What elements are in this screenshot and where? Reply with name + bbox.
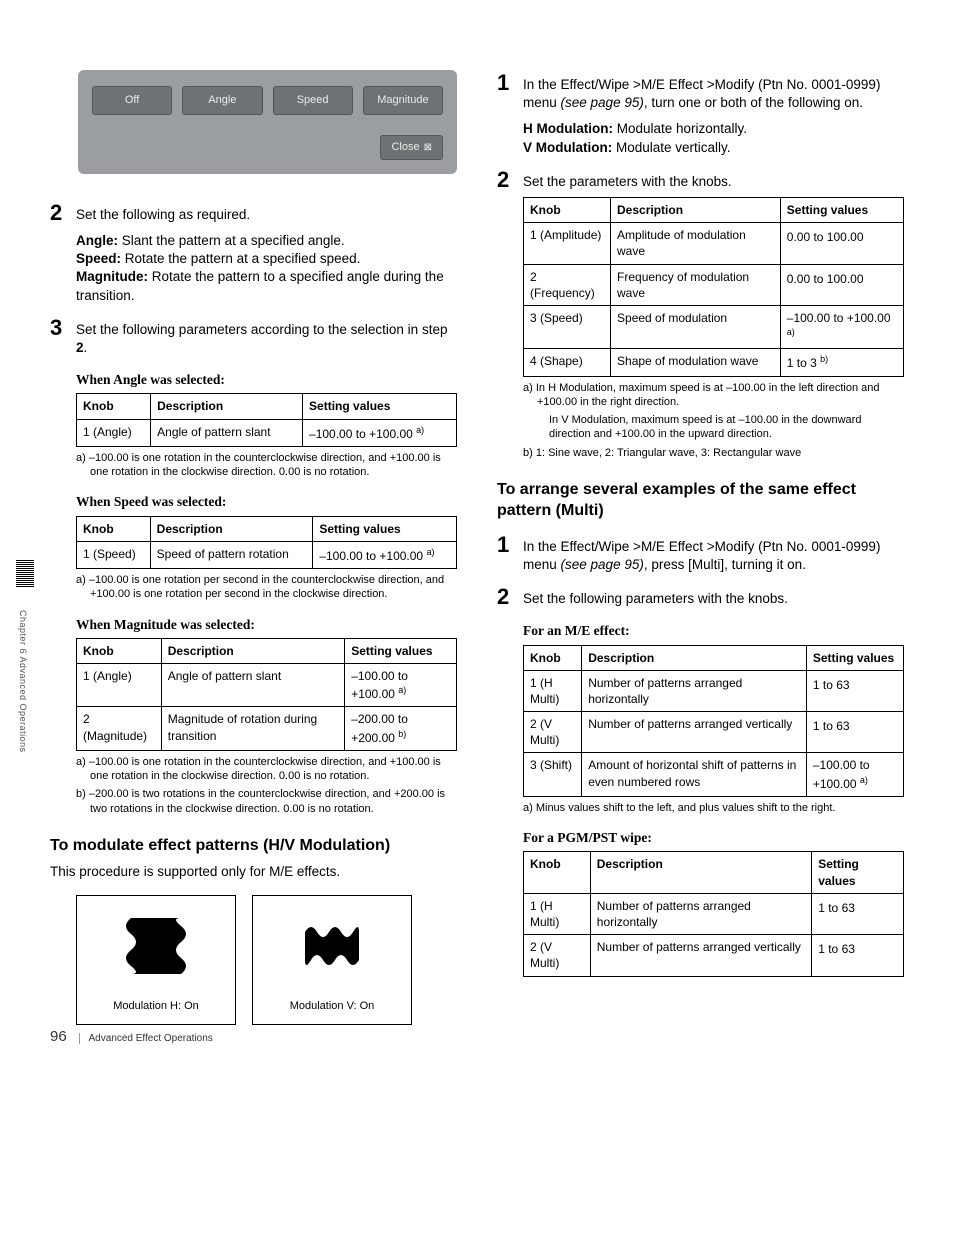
modulation-h-icon	[121, 914, 191, 978]
diagram-h: Modulation H: On	[76, 895, 236, 1025]
ui-button-angle[interactable]: Angle	[182, 86, 262, 115]
footnote: a) Minus values shift to the left, and p…	[523, 801, 904, 815]
page-number: 96	[50, 1028, 67, 1045]
table-row: 1 (Angle) Angle of pattern slant –100.00…	[77, 419, 457, 446]
table-row: 2 (V Multi)Number of patterns arranged v…	[524, 712, 904, 753]
page-footer: 96 Advanced Effect Operations	[50, 1028, 213, 1045]
footnote: b) 1: Sine wave, 2: Triangular wave, 3: …	[523, 446, 904, 460]
table-row: 1 (Speed) Speed of pattern rotation –100…	[77, 541, 457, 568]
multi-step-1: 1 In the Effect/Wipe >M/E Effect >Modify…	[497, 534, 904, 574]
diagram-h-caption: Modulation H: On	[113, 999, 199, 1018]
table-header: Knob	[77, 394, 151, 419]
magnitude-table: Knob Description Setting values 1 (Angle…	[76, 638, 457, 751]
table-row: 3 (Speed)Speed of modulation–100.00 to +…	[524, 306, 904, 349]
me-effect-table: Knob Description Setting values 1 (H Mul…	[523, 645, 904, 797]
ui-button-magnitude[interactable]: Magnitude	[363, 86, 443, 115]
close-label: Close	[391, 140, 419, 155]
pgm-table: Knob Description Setting values 1 (H Mul…	[523, 851, 904, 976]
right-step-2: 2 Set the parameters with the knobs.	[497, 169, 904, 191]
table-row: 2 (Frequency)Frequency of modulation wav…	[524, 264, 904, 305]
ui-button-speed[interactable]: Speed	[273, 86, 353, 115]
table-row: 1 (H Multi)Number of patterns arranged h…	[524, 670, 904, 711]
step-number: 3	[50, 317, 76, 357]
modulation-table: Knob Description Setting values 1 (Ampli…	[523, 197, 904, 377]
ui-button-off[interactable]: Off	[92, 86, 172, 115]
right-step-1-text: In the Effect/Wipe >M/E Effect >Modify (…	[523, 72, 904, 112]
step-number: 1	[497, 534, 523, 574]
left-column: Off Angle Speed Magnitude Close ⊠ 2 Set …	[50, 60, 457, 1033]
sidebar-marks	[16, 560, 34, 588]
footnote: a) –100.00 is one rotation in the counte…	[76, 451, 457, 480]
footer-title: Advanced Effect Operations	[79, 1033, 212, 1044]
right-step-1-items: H Modulation: Modulate horizontally. V M…	[523, 120, 904, 156]
close-icon: ⊠	[424, 141, 432, 155]
footnote: a) –100.00 is one rotation per second in…	[76, 573, 457, 602]
table-header: Setting values	[303, 394, 457, 419]
table-row: 3 (Shift)Amount of horizontal shift of p…	[524, 753, 904, 796]
diagram-row: Modulation H: On Modulation V: On	[76, 895, 457, 1025]
table-row: 2 (V Multi)Number of patterns arranged v…	[524, 935, 904, 976]
speed-heading: When Speed was selected:	[76, 493, 457, 511]
footnote: b) –200.00 is two rotations in the count…	[76, 787, 457, 816]
me-effect-heading: For an M/E effect:	[523, 622, 904, 640]
footnote: a) In H Modulation, maximum speed is at …	[523, 381, 904, 410]
angle-table: Knob Description Setting values 1 (Angle…	[76, 393, 457, 446]
step-number: 2	[497, 169, 523, 191]
diagram-v: Modulation V: On	[252, 895, 412, 1025]
right-step-2-text: Set the parameters with the knobs.	[523, 169, 904, 191]
page: Chapter 6 Advanced Operations Off Angle …	[0, 0, 954, 1073]
step-3: 3 Set the following parameters according…	[50, 317, 457, 357]
step-2: 2 Set the following as required.	[50, 202, 457, 224]
table-row: 1 (Amplitude)Amplitude of modulation wav…	[524, 223, 904, 264]
magnitude-heading: When Magnitude was selected:	[76, 616, 457, 634]
step-number: 2	[497, 586, 523, 608]
table-header: Description	[151, 394, 303, 419]
angle-heading: When Angle was selected:	[76, 371, 457, 389]
pgm-heading: For a PGM/PST wipe:	[523, 829, 904, 847]
diagram-v-caption: Modulation V: On	[290, 999, 375, 1018]
modulation-v-icon	[297, 914, 367, 978]
table-row: 2 (Magnitude) Magnitude of rotation duri…	[77, 707, 457, 750]
right-column: 1 In the Effect/Wipe >M/E Effect >Modify…	[497, 60, 904, 1033]
speed-table: Knob Description Setting values 1 (Speed…	[76, 516, 457, 569]
multi-step-1-text: In the Effect/Wipe >M/E Effect >Modify (…	[523, 534, 904, 574]
step-3-text: Set the following parameters according t…	[76, 317, 457, 357]
multi-heading: To arrange several examples of the same …	[497, 480, 904, 522]
sidebar-chapter-label: Chapter 6 Advanced Operations	[18, 610, 28, 753]
modulate-text: This procedure is supported only for M/E…	[50, 863, 457, 881]
footnote: In V Modulation, maximum speed is at –10…	[523, 413, 904, 442]
ui-panel: Off Angle Speed Magnitude Close ⊠	[78, 70, 457, 174]
multi-step-2: 2 Set the following parameters with the …	[497, 586, 904, 608]
step-2-items: Angle: Slant the pattern at a specified …	[76, 232, 457, 305]
step-number: 2	[50, 202, 76, 224]
right-step-1: 1 In the Effect/Wipe >M/E Effect >Modify…	[497, 72, 904, 112]
table-row: 1 (Angle) Angle of pattern slant –100.00…	[77, 664, 457, 707]
multi-step-2-text: Set the following parameters with the kn…	[523, 586, 904, 608]
table-row: 1 (H Multi)Number of patterns arranged h…	[524, 893, 904, 934]
table-row: 4 (Shape)Shape of modulation wave1 to 3 …	[524, 349, 904, 376]
ui-button-close[interactable]: Close ⊠	[380, 135, 443, 160]
footnote: a) –100.00 is one rotation in the counte…	[76, 755, 457, 784]
step-number: 1	[497, 72, 523, 112]
step-2-text: Set the following as required.	[76, 202, 457, 224]
modulate-heading: To modulate effect patterns (H/V Modulat…	[50, 836, 457, 857]
